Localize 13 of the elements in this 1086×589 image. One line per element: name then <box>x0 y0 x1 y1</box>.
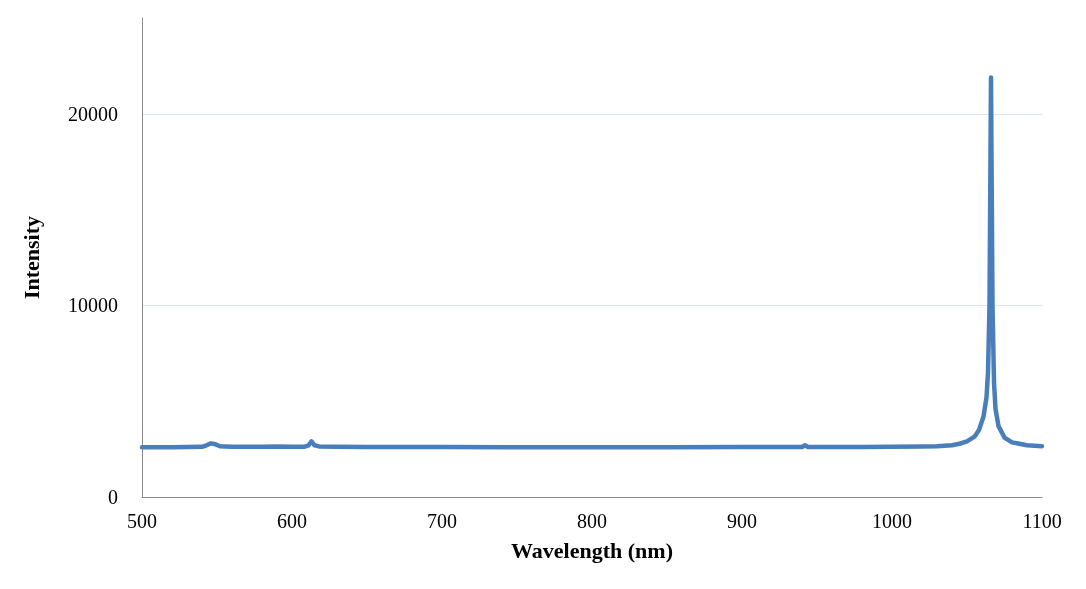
y-axis-title: Intensity <box>18 215 44 300</box>
x-tick-label: 1000 <box>872 510 912 532</box>
x-tick-label: 500 <box>127 510 157 532</box>
x-tick-label: 700 <box>427 510 457 532</box>
y-tick-label: 0 <box>108 486 118 508</box>
y-tick-label: 20000 <box>68 102 118 125</box>
x-tick-label: 1100 <box>1022 510 1062 532</box>
x-axis-title: Wavelength (nm) <box>511 537 673 563</box>
y-tick-label: 10000 <box>68 294 118 317</box>
x-tick-label: 800 <box>577 510 607 532</box>
x-tick-label: 900 <box>727 510 757 532</box>
line-series <box>139 75 1045 450</box>
x-tick-label: 600 <box>277 510 307 532</box>
